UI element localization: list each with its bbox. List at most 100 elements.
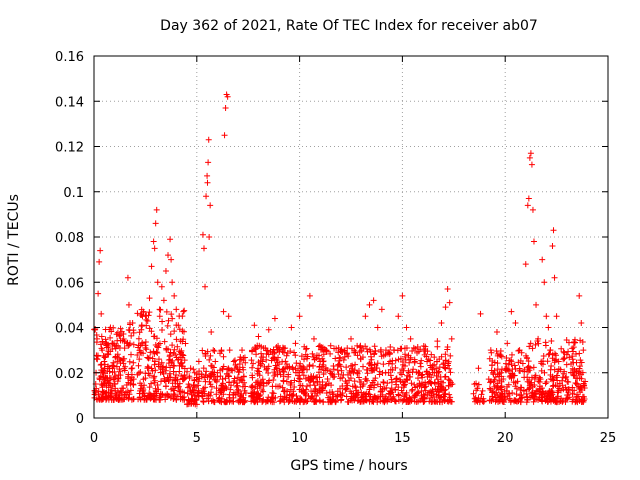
data-point <box>287 348 294 355</box>
data-point <box>444 343 451 350</box>
data-point <box>205 398 212 405</box>
data-point <box>272 394 279 401</box>
data-point <box>134 371 141 378</box>
data-point <box>264 397 271 404</box>
data-point <box>181 357 188 364</box>
data-point <box>386 351 393 358</box>
data-point <box>343 385 350 392</box>
data-point <box>381 399 388 406</box>
data-point <box>288 392 295 399</box>
data-point <box>280 345 287 352</box>
data-point <box>563 351 570 358</box>
data-point <box>474 385 481 392</box>
data-point <box>99 347 106 354</box>
data-point <box>152 220 159 227</box>
data-point <box>254 370 261 377</box>
data-point <box>380 379 387 386</box>
data-point <box>135 342 142 349</box>
data-point <box>222 375 229 382</box>
data-point <box>129 365 136 372</box>
data-point <box>410 344 417 351</box>
data-point <box>302 351 309 358</box>
data-point <box>256 395 263 402</box>
data-point <box>96 396 103 403</box>
data-point <box>222 105 229 112</box>
data-point <box>130 329 137 336</box>
data-point <box>548 338 555 345</box>
data-point <box>252 383 259 390</box>
data-point <box>173 396 180 403</box>
data-point <box>498 386 505 393</box>
x-tick-label: 10 <box>291 431 308 446</box>
data-point <box>393 375 400 382</box>
data-point <box>289 398 296 405</box>
data-point <box>263 347 270 354</box>
data-point <box>576 292 583 299</box>
data-point <box>276 398 283 405</box>
data-point <box>327 394 334 401</box>
data-point <box>211 347 218 354</box>
data-point <box>323 381 330 388</box>
data-point <box>424 391 431 398</box>
data-point <box>191 369 198 376</box>
data-point <box>523 399 530 406</box>
data-point <box>502 367 509 374</box>
data-point <box>577 389 584 396</box>
data-point <box>530 396 537 403</box>
data-point <box>316 388 323 395</box>
data-point <box>220 353 227 360</box>
data-point <box>255 333 262 340</box>
data-point <box>407 373 414 380</box>
data-point <box>356 374 363 381</box>
data-point <box>128 351 135 358</box>
y-tick-label: 0.16 <box>55 50 84 65</box>
data-point <box>530 238 537 245</box>
data-point <box>540 352 547 359</box>
data-point <box>360 363 367 370</box>
data-point <box>348 345 355 352</box>
data-point <box>370 377 377 384</box>
data-point <box>322 382 329 389</box>
data-point <box>97 341 104 348</box>
data-point <box>569 356 576 363</box>
data-point <box>167 394 174 401</box>
data-point <box>179 376 186 383</box>
data-point <box>213 385 220 392</box>
data-point <box>303 383 310 390</box>
y-tick-label: 0.1 <box>63 186 84 201</box>
data-point <box>117 387 124 394</box>
data-point <box>392 378 399 385</box>
data-point <box>186 374 193 381</box>
data-point <box>146 384 153 391</box>
data-point <box>154 350 161 357</box>
data-point <box>374 396 381 403</box>
data-point <box>338 396 345 403</box>
data-point <box>126 319 133 326</box>
data-point <box>273 357 280 364</box>
data-point <box>283 388 290 395</box>
data-point <box>438 383 445 390</box>
data-point <box>231 375 238 382</box>
data-point <box>127 376 134 383</box>
data-point <box>271 350 278 357</box>
data-point <box>508 308 515 315</box>
data-point <box>169 342 176 349</box>
data-point <box>125 301 132 308</box>
data-point <box>259 358 266 365</box>
data-point <box>527 150 534 157</box>
data-point <box>147 393 154 400</box>
data-point <box>154 279 161 286</box>
data-point <box>138 340 145 347</box>
data-point <box>422 387 429 394</box>
data-point <box>423 368 430 375</box>
data-point <box>506 390 513 397</box>
data-point <box>515 347 522 354</box>
data-point <box>345 353 352 360</box>
data-point <box>338 367 345 374</box>
data-point <box>538 358 545 365</box>
data-point <box>505 391 512 398</box>
data-point <box>507 397 514 404</box>
data-point <box>179 388 186 395</box>
data-point <box>171 346 178 353</box>
data-point <box>391 347 398 354</box>
